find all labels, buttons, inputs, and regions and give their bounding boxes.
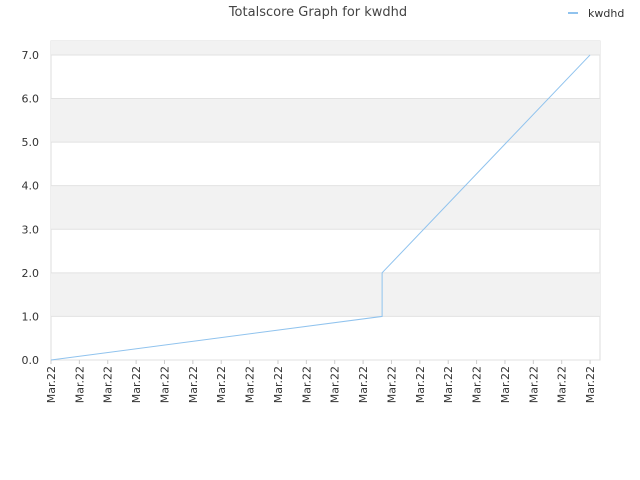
x-tick-label: Mar.22 — [244, 366, 257, 403]
legend-label: kwdhd — [588, 7, 624, 20]
x-tick-label: Mar.22 — [385, 366, 398, 403]
y-tick-label: 0.0 — [22, 354, 40, 367]
x-tick-label: Mar.22 — [187, 366, 200, 403]
x-tick-label: Mar.22 — [357, 366, 370, 403]
data-line — [50, 54, 591, 361]
y-tick-label: 7.0 — [22, 49, 40, 62]
x-tick-label: Mar.22 — [442, 366, 455, 403]
x-tick-label: Mar.22 — [45, 366, 58, 403]
grid-band — [51, 41, 600, 55]
x-tick-label: Mar.22 — [158, 366, 171, 403]
x-tick-label: Mar.22 — [584, 366, 597, 403]
y-tick-label: 4.0 — [22, 180, 40, 193]
x-tick-label: Mar.22 — [527, 366, 540, 403]
y-tick-label: 6.0 — [22, 93, 40, 106]
x-tick-label: Mar.22 — [329, 366, 342, 403]
x-tick-label: Mar.22 — [73, 366, 86, 403]
chart-title: Totalscore Graph for kwdhd — [228, 5, 407, 20]
y-tick-label: 5.0 — [22, 136, 40, 149]
x-tick-label: Mar.22 — [499, 366, 512, 403]
x-tick-label: Mar.22 — [556, 366, 569, 403]
x-tick-label: Mar.22 — [102, 366, 115, 403]
grid-band — [51, 185, 600, 230]
x-tick-label: Mar.22 — [130, 366, 143, 403]
grid-band — [51, 98, 600, 143]
x-tick-label: Mar.22 — [414, 366, 427, 403]
y-tick-label: 1.0 — [22, 310, 40, 323]
grid-band — [51, 272, 600, 317]
x-tick-label: Mar.22 — [300, 366, 313, 403]
y-tick-label: 3.0 — [22, 223, 40, 236]
x-tick-label: Mar.22 — [471, 366, 484, 403]
x-tick-label: Mar.22 — [272, 366, 285, 403]
x-tick-label: Mar.22 — [215, 366, 228, 403]
y-tick-label: 2.0 — [22, 267, 40, 280]
